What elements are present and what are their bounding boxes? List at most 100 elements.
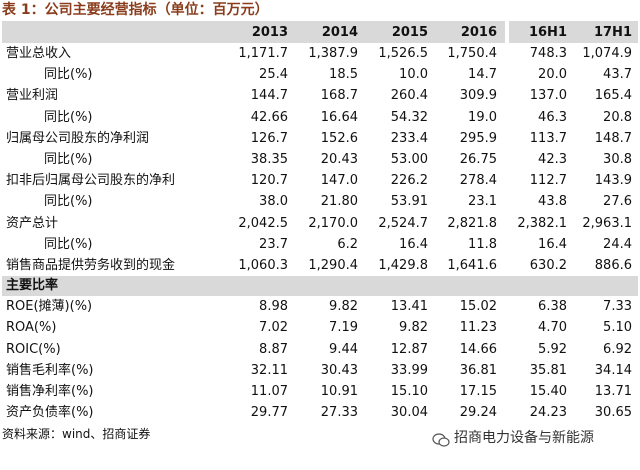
cell: 38.35 [250,152,288,167]
cell: 4.70 [538,320,567,336]
cell: 18.5 [329,67,358,83]
cell: 16.4 [538,236,567,252]
cell: 5.10 [603,320,632,336]
cell: 152.6 [320,130,358,146]
cell: 14.7 [468,67,497,83]
cell: 7.02 [259,320,288,336]
cell: 17.15 [459,384,497,399]
cell: 19.0 [468,109,497,125]
cell: 23.1 [468,194,497,210]
cell: 29.24 [459,405,497,421]
cell: 278.4 [459,173,497,189]
cell: 2,821.8 [447,215,497,231]
table-title: 表 1：公司主要经营指标（单位：百万元） [2,2,269,18]
header-bg [2,21,638,43]
row-label: 同比(%) [44,67,93,83]
row-label: 同比(%) [44,152,93,167]
cell: 148.7 [594,130,632,146]
cell: 21.80 [320,194,358,210]
row-label: 同比(%) [44,236,93,252]
cell: 53.00 [390,152,428,167]
header-cell: 2016 [460,25,497,40]
cell: 309.9 [459,88,497,104]
watermark: 招商电力设备与新能源 [454,430,594,446]
row-label: 扣非后归属母公司股东的净利 [6,173,176,189]
cell: 168.7 [320,88,358,104]
cell: 2,963.1 [582,215,632,231]
cell: 112.7 [529,173,567,189]
header-cell: 2013 [251,25,288,40]
cell: 42.66 [250,109,288,125]
cell: 30.04 [390,405,428,421]
cell: 165.4 [594,88,632,104]
cell: 137.0 [529,88,567,104]
cell: 260.4 [390,88,428,104]
cell: 43.8 [538,194,567,210]
cell: 54.32 [390,109,428,125]
section-title: 主要比率 [6,278,59,294]
cell: 30.43 [320,362,358,378]
cell: 748.3 [529,46,567,61]
row-label: 同比(%) [44,109,93,125]
cell: 6.2 [337,236,358,252]
row-label: 营业总收入 [6,46,72,61]
cell: 226.2 [390,173,428,189]
cell: 9.82 [329,299,358,315]
cell: 46.3 [538,109,567,125]
cell: 5.92 [538,341,567,357]
cell: 1,750.4 [447,46,497,61]
cell: 29.77 [250,405,288,421]
row-label: 资产总计 [6,215,59,231]
cell: 15.02 [459,299,497,315]
row-label: ROA(%) [6,320,57,336]
cell: 120.7 [250,173,288,189]
cell: 27.33 [320,405,358,421]
cell: 14.66 [459,341,497,357]
row-label: ROIC(%) [6,341,61,357]
cell: 10.0 [399,67,428,83]
column-gap [505,21,509,425]
cell: 11.23 [459,320,497,336]
cell: 8.87 [259,341,288,357]
cell: 886.6 [594,258,632,273]
cell: 15.40 [529,384,567,399]
cell: 16.64 [320,109,358,125]
header-cell: 16H1 [528,25,567,40]
cell: 630.2 [529,258,567,273]
row-label: 同比(%) [44,194,93,210]
cell: 11.8 [468,236,497,252]
cell: 233.4 [390,130,428,146]
cell: 12.87 [390,341,428,357]
cell: 38.0 [259,194,288,210]
cell: 1,429.8 [378,258,428,273]
cell: 27.6 [603,194,632,210]
cell: 30.8 [603,152,632,167]
cell: 6.38 [538,299,567,315]
cell: 9.82 [399,320,428,336]
cell: 23.7 [259,236,288,252]
cell: 30.65 [594,405,632,421]
cell: 35.81 [529,362,567,378]
cell: 9.44 [329,341,358,357]
cell: 43.7 [603,67,632,83]
cell: 1,290.4 [308,258,358,273]
cell: 2,524.7 [378,215,428,231]
cell: 1,526.5 [378,46,428,61]
section-bg [2,276,638,297]
cell: 33.99 [390,362,428,378]
cell: 1,060.3 [238,258,288,273]
cell: 25.4 [259,67,288,83]
cell: 24.4 [603,236,632,252]
cell: 20.0 [538,67,567,83]
cell: 1,641.6 [447,258,497,273]
row-label: 销售商品提供劳务收到的现金 [6,258,176,273]
cell: 126.7 [250,130,288,146]
cell: 32.11 [250,362,288,378]
cell: 7.33 [603,299,632,315]
cell: 13.71 [594,384,632,399]
cell: 26.75 [459,152,497,167]
cell: 11.07 [250,384,288,399]
row-label: ROE(摊薄)(%) [6,299,93,315]
row-label: 资产负债率(%) [6,405,94,421]
cell: 42.3 [538,152,567,167]
